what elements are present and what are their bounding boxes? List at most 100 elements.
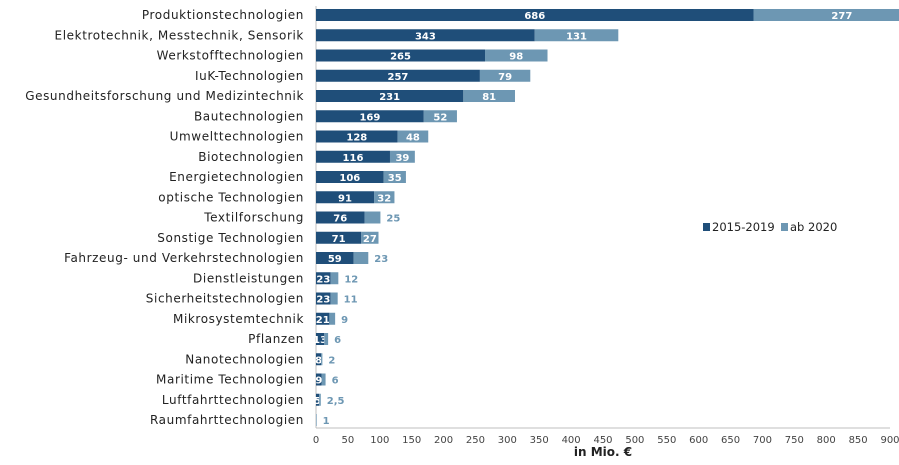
legend-swatch-series-1	[703, 223, 710, 231]
bar-segment-ab-2020	[361, 231, 379, 244]
x-tick-label: 150	[402, 435, 421, 446]
x-tick-label: 900	[880, 435, 899, 446]
category-label: Textilforschung	[203, 211, 304, 225]
bar-segment-2015-2019	[316, 191, 375, 204]
data-label: 2,5	[327, 396, 345, 407]
bar-segment-ab-2020	[353, 252, 369, 264]
category-labels: Produktionstechnologien Elektrotechnik, M…	[25, 8, 304, 427]
category-label: Umwelttechnologien	[170, 130, 304, 144]
data-label: 79	[498, 72, 512, 83]
bar-segment-ab-2020	[534, 29, 619, 42]
x-tick-label: 50	[342, 435, 355, 446]
legend-swatch-series-2	[781, 223, 788, 231]
category-label: Sicherheitstechnologien	[146, 292, 304, 306]
data-label: 6	[332, 376, 339, 387]
category-label: Elektrotechnik, Messtechnik, Sensorik	[55, 28, 304, 42]
bar-segment-2015-2019	[316, 150, 390, 163]
data-label: 23	[316, 274, 330, 285]
bar-segment-ab-2020	[389, 150, 415, 163]
data-label: 257	[388, 72, 409, 83]
category-label: Energietechnologien	[169, 170, 304, 184]
category-label: Bautechnologien	[194, 109, 304, 123]
data-label: 116	[343, 153, 364, 164]
bar-segment-2015-2019	[316, 49, 486, 62]
data-label: 91	[338, 193, 352, 204]
data-label: 8	[315, 355, 322, 366]
data-label: 277	[831, 11, 852, 22]
bar-segment-2015-2019	[316, 312, 330, 325]
bar-segment-ab-2020	[364, 211, 381, 224]
bar-segment-2015-2019	[316, 252, 354, 264]
data-label: 9	[315, 376, 322, 387]
bar-segment-2015-2019	[316, 9, 754, 21]
data-label: 27	[363, 234, 377, 245]
bar-segment-2015-2019	[316, 353, 322, 366]
x-tick-label: 800	[817, 435, 836, 446]
x-tick-label: 750	[785, 435, 804, 446]
bar-segment-2015-2019	[316, 211, 365, 224]
bar-segment-2015-2019	[316, 29, 535, 42]
data-label: 48	[406, 133, 420, 144]
data-label: 343	[415, 31, 436, 42]
bar-segment-2015-2019	[316, 373, 322, 386]
data-label: 25	[386, 214, 400, 225]
x-tick-label: 600	[689, 435, 708, 446]
bar-segment-2015-2019	[316, 171, 384, 183]
x-axis-title: in Mio. €	[574, 445, 632, 459]
data-label: 98	[509, 52, 523, 63]
x-tick-label: 400	[562, 435, 581, 446]
x-tick-label: 100	[370, 435, 389, 446]
bar-segment-2015-2019	[316, 231, 362, 244]
category-label: Pflanzen	[248, 332, 304, 346]
category-label: Raumfahrttechnologien	[150, 413, 304, 427]
x-tick-labels: 0 50 100 150 200 250 300 350 400 450 500 550 600 650 7…	[313, 435, 899, 446]
bar-segment-2015-2019	[316, 130, 398, 143]
data-label: 23	[374, 254, 388, 265]
data-label: 76	[333, 214, 347, 225]
data-label: 23	[316, 295, 330, 306]
x-tick-label: 450	[593, 435, 612, 446]
x-tick-label: 650	[721, 435, 740, 446]
data-label: 21	[316, 315, 330, 326]
data-label: 5	[314, 396, 321, 407]
bar-segment-ab-2020	[330, 272, 339, 285]
category-label: Gesundheitsforschung und Medizintechnik	[25, 89, 304, 103]
data-label: 131	[566, 31, 587, 42]
data-label: 169	[359, 112, 380, 123]
bar-segment-ab-2020	[329, 312, 336, 325]
data-label: 106	[339, 173, 360, 184]
bar-segment-ab-2020	[316, 414, 317, 426]
bar-segment-2015-2019	[316, 333, 325, 345]
category-label: Produktionstechnologien	[142, 8, 304, 22]
data-label: 6	[334, 335, 341, 346]
bar-segment-ab-2020	[423, 110, 457, 123]
legend-label-series-1: 2015-2019	[712, 220, 775, 234]
category-label: IuK-Technologien	[195, 69, 304, 83]
category-label: Biotechnologien	[198, 150, 304, 164]
bar-segment-ab-2020	[479, 69, 531, 82]
x-tick-label: 700	[753, 435, 772, 446]
data-label: 59	[328, 254, 342, 265]
x-tick-label: 200	[434, 435, 453, 446]
data-label: 81	[482, 92, 496, 103]
bar-segment-ab-2020	[324, 333, 329, 345]
x-tick-label: 250	[466, 435, 485, 446]
data-label: 52	[433, 112, 447, 123]
legend-label-series-2: ab 2020	[790, 220, 837, 234]
data-label: 1	[323, 416, 330, 427]
bar-segment-2015-2019	[316, 69, 480, 82]
category-label: Nanotechnologien	[185, 352, 304, 366]
bar-segment-ab-2020	[383, 171, 406, 183]
bar-segment-2015-2019	[316, 393, 320, 406]
bar-segment-ab-2020	[463, 90, 515, 102]
category-label: Mikrosystemtechnik	[173, 312, 304, 326]
x-tick-label: 0	[313, 435, 319, 446]
bar-segment-ab-2020	[321, 373, 326, 386]
data-label: 265	[390, 52, 411, 63]
bar-segment-2015-2019	[316, 292, 331, 305]
data-label: 686	[524, 11, 545, 22]
category-label: Dienstleistungen	[193, 271, 304, 285]
